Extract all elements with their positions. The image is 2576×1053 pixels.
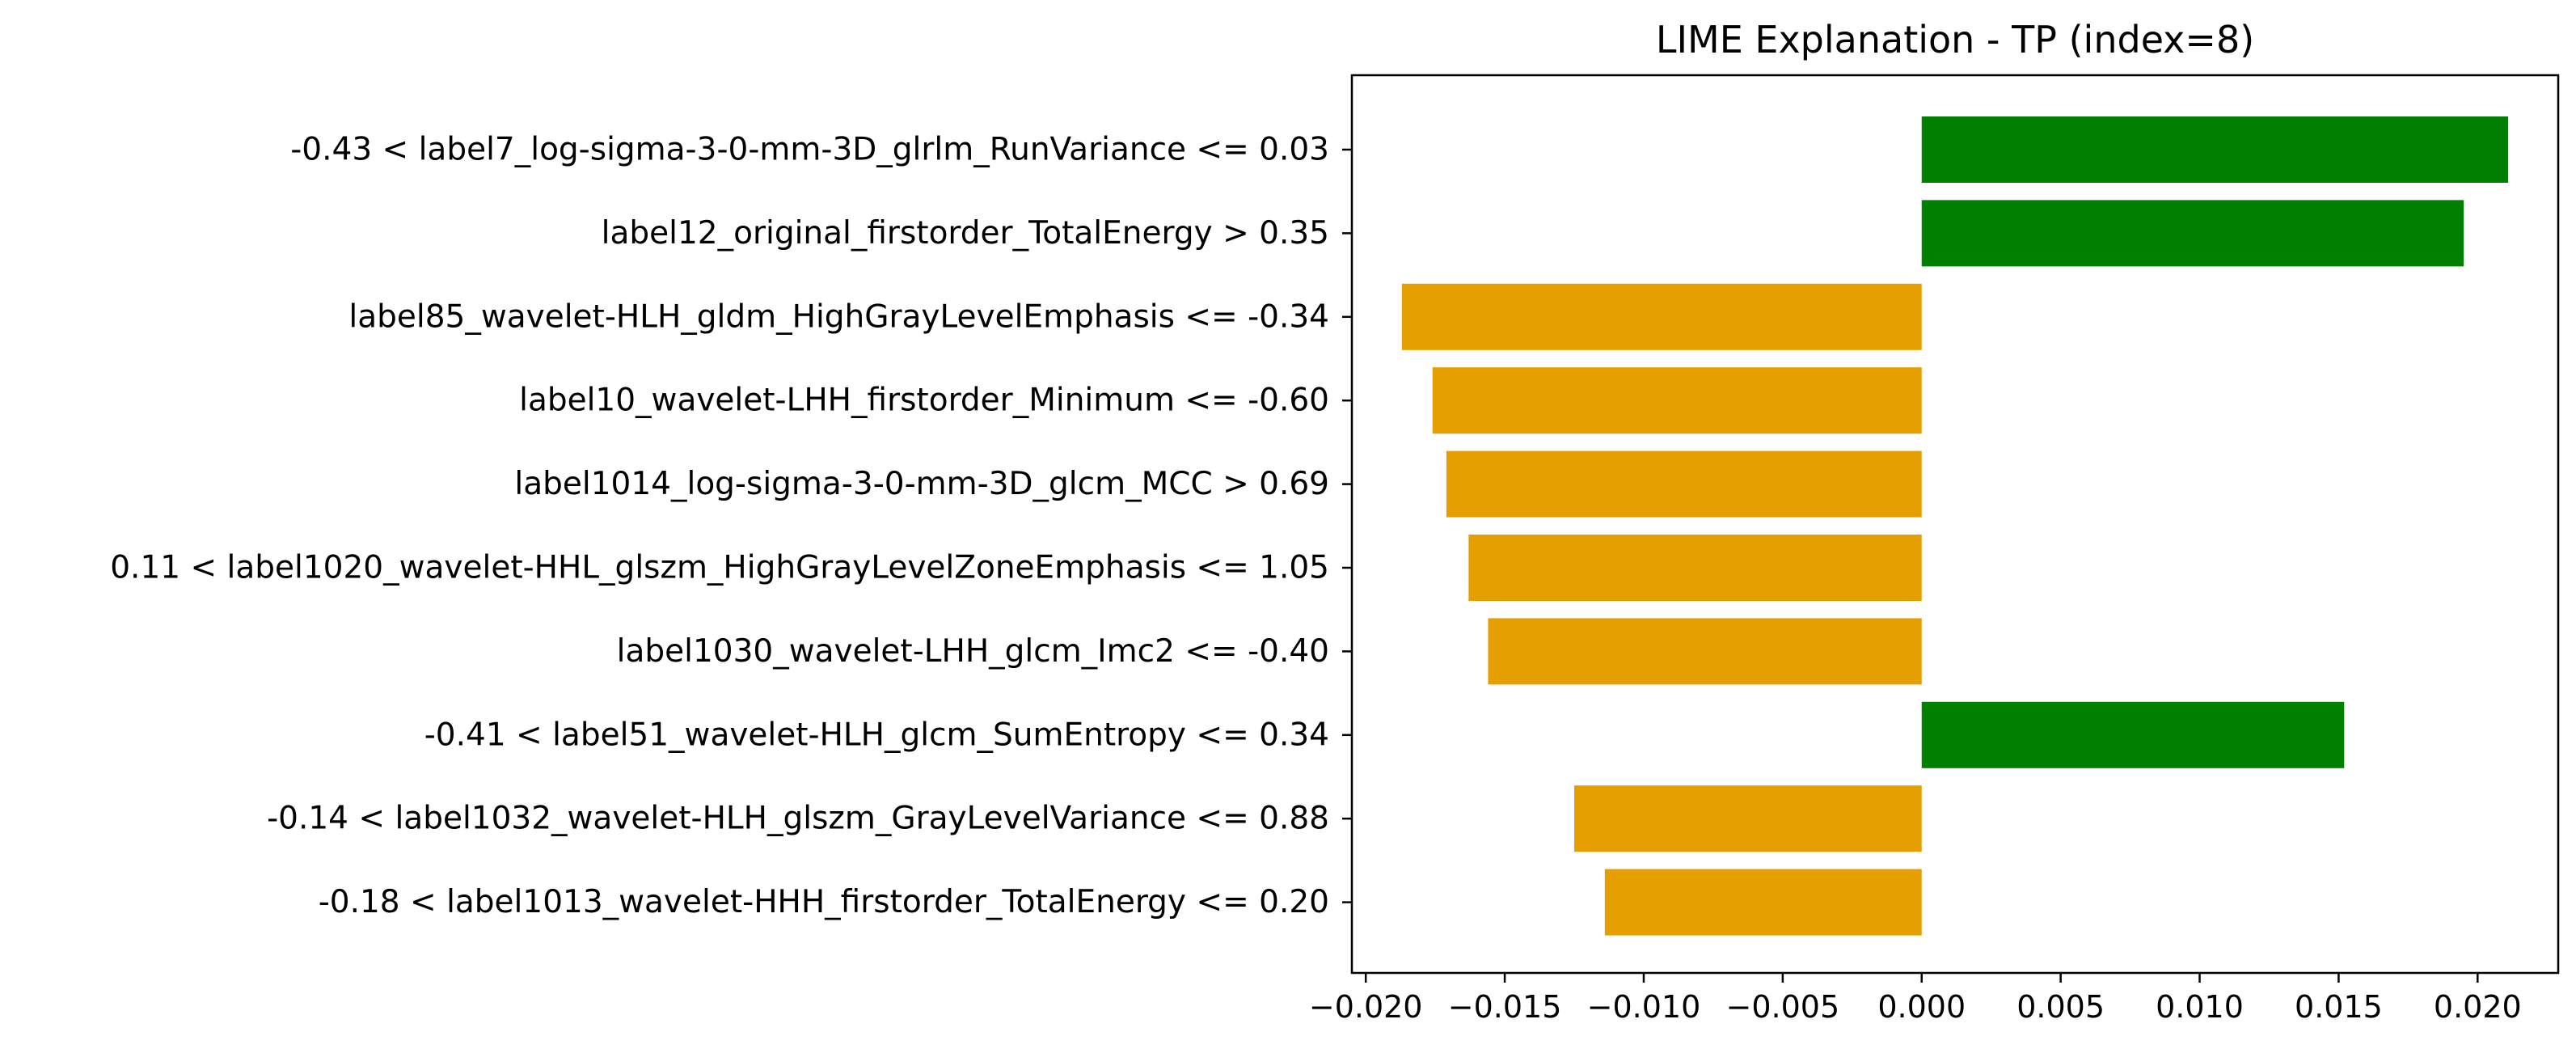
y-tick-label: label85_wavelet-HLH_gldm_HighGrayLevelEm… — [348, 298, 1329, 335]
bar-4 — [1432, 367, 1922, 434]
x-tick-label: 0.000 — [1877, 989, 1966, 1025]
bar-8 — [1921, 701, 2345, 768]
y-tick-label: -0.43 < label7_log-sigma-3-0-mm-3D_glrlm… — [290, 132, 1329, 168]
x-tick-label: −0.010 — [1587, 989, 1701, 1025]
bar-7 — [1488, 618, 1922, 685]
x-tick-label: −0.020 — [1309, 989, 1423, 1025]
y-tick-label: label10_wavelet-LHH_firstorder_Minimum <… — [519, 383, 1329, 419]
x-tick-label: −0.005 — [1726, 989, 1840, 1025]
x-tick-label: 0.010 — [2156, 989, 2244, 1025]
chart-title: LIME Explanation - TP (index=8) — [1656, 18, 2254, 61]
x-tick-label: 0.020 — [2434, 989, 2522, 1025]
y-tick-label: -0.18 < label1013_wavelet-HHH_firstorder… — [319, 884, 1329, 920]
bar-10 — [1604, 869, 1922, 936]
y-tick-label: label1030_wavelet-LHH_glcm_Imc2 <= -0.40 — [617, 633, 1329, 670]
y-tick-label: 0.11 < label1020_wavelet-HHL_glszm_HighG… — [110, 550, 1329, 586]
x-tick-label: 0.015 — [2295, 989, 2383, 1025]
bar-5 — [1446, 450, 1922, 518]
bar-1 — [1921, 116, 2509, 183]
y-tick-label: label1014_log-sigma-3-0-mm-3D_glcm_MCC >… — [514, 466, 1329, 502]
bars-layer — [1401, 116, 2509, 936]
axes-frame — [1350, 74, 2560, 975]
y-tick-label: label12_original_firstorder_TotalEnergy … — [602, 215, 1329, 252]
y-tick-label: -0.14 < label1032_wavelet-HLH_glszm_Gray… — [267, 801, 1329, 837]
bar-2 — [1921, 200, 2464, 267]
bar-3 — [1401, 283, 1922, 350]
x-ticks: −0.020 −0.015 −0.010 −0.005 0.000 0.005 0.010 0… — [1309, 973, 2522, 1025]
bar-9 — [1574, 785, 1922, 852]
bar-6 — [1468, 535, 1922, 601]
x-tick-label: 0.005 — [2016, 989, 2105, 1025]
x-tick-label: −0.015 — [1448, 989, 1562, 1025]
y-tick-labels: -0.43 < label7_log-sigma-3-0-mm-3D_glrlm… — [110, 132, 1352, 920]
y-tick-label: -0.41 < label51_wavelet-HLH_glcm_SumEntr… — [424, 717, 1329, 753]
